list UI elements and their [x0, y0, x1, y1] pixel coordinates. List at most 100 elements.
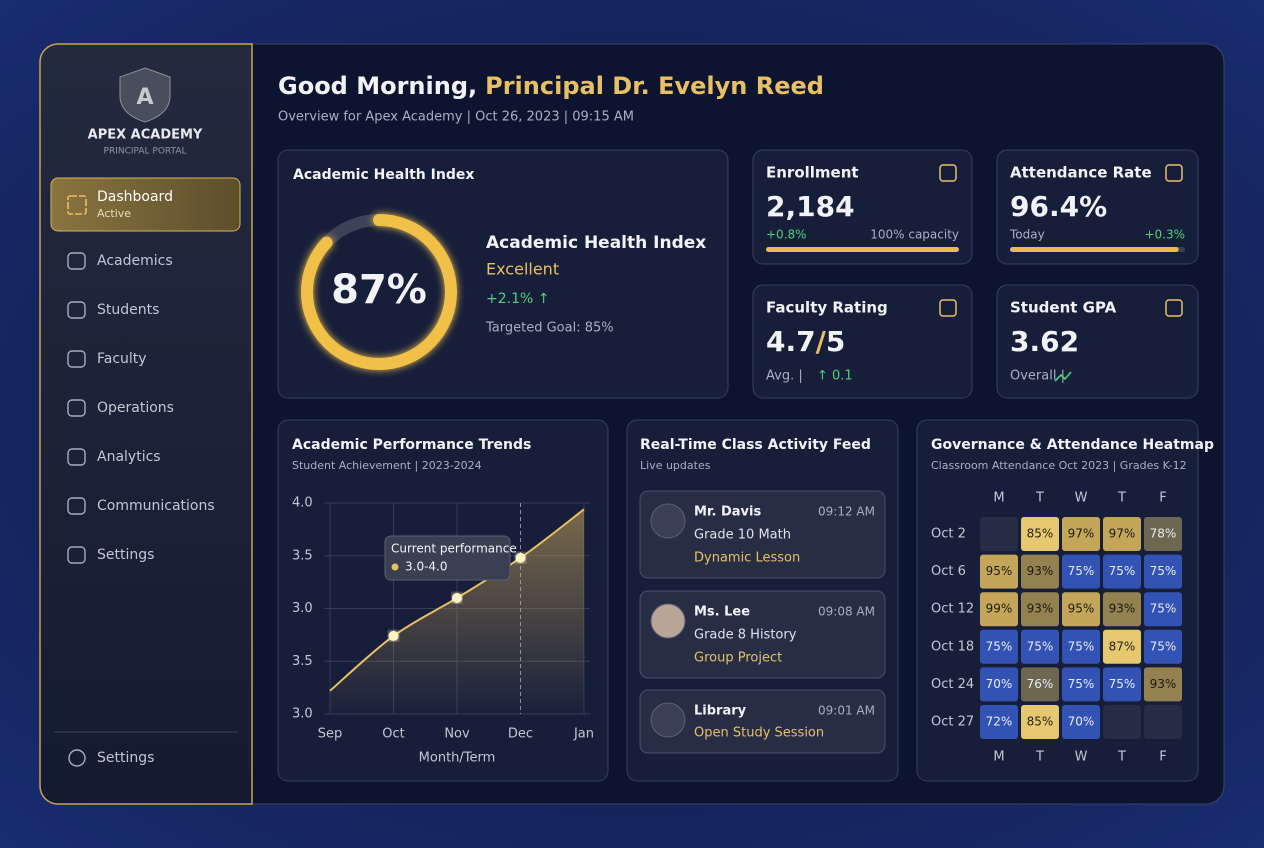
kpi-note: Avg. |	[766, 369, 803, 384]
feed-item[interactable]	[639, 689, 886, 754]
card-subtitle: Live updates	[640, 459, 711, 472]
kpi-title: Student GPA	[1010, 299, 1117, 317]
day-label: T	[1035, 491, 1044, 506]
feed-tag: Group Project	[694, 651, 782, 666]
card-title: Academic Health Index	[293, 167, 474, 183]
kpi-title: Faculty Rating	[766, 299, 888, 317]
row-label: Oct 12	[931, 602, 974, 617]
nav-icon	[67, 252, 86, 270]
nav-label[interactable]: Analytics	[97, 449, 161, 465]
day-label: F	[1159, 750, 1166, 765]
heat-label: 95%	[1068, 602, 1095, 616]
nav-icon	[67, 301, 86, 319]
heat-label: 93%	[1027, 602, 1054, 616]
heat-cell	[1103, 629, 1141, 664]
feed-tag: Open Study Session	[694, 726, 824, 741]
heat-label: 75%	[1027, 639, 1054, 653]
kpi-value: 96.4%	[1010, 190, 1107, 223]
kpi-value: 4.7/5	[766, 325, 845, 358]
row-label: Oct 6	[931, 564, 966, 579]
x-tick-label: Dec	[508, 727, 533, 742]
heat-label: 75%	[1068, 677, 1095, 691]
card-title: Academic Performance Trends	[292, 437, 531, 453]
day-label: T	[1035, 750, 1044, 765]
nav-label[interactable]: Academics	[97, 253, 173, 269]
kpi-slash: /	[816, 325, 827, 358]
tooltip-value: 3.0-4.0	[405, 560, 448, 574]
heat-label: 97%	[1109, 527, 1136, 541]
kpi-note: +0.8%	[766, 228, 807, 242]
heat-label: 93%	[1027, 564, 1054, 578]
heat-label: 75%	[1150, 564, 1177, 578]
row-label: Oct 27	[931, 715, 974, 730]
nav-icon	[67, 350, 86, 368]
nav-label[interactable]: Students	[97, 302, 159, 318]
heat-cell	[1021, 667, 1059, 702]
nav-label: Settings	[97, 750, 154, 766]
heat-label: 76%	[1027, 677, 1054, 691]
trend-point	[388, 630, 399, 641]
health-goal: Targeted Goal: 85%	[485, 321, 614, 336]
card-title: Real-Time Class Activity Feed	[640, 437, 871, 453]
greeting: Good Morning, Principal Dr. Evelyn Reed	[278, 72, 824, 100]
kpi-icon	[1165, 164, 1183, 182]
heat-label: 70%	[986, 677, 1013, 691]
nav-label: Dashboard	[97, 189, 173, 205]
heat-cell	[1144, 667, 1182, 702]
heat-cell	[1103, 554, 1141, 589]
kpi-card	[996, 284, 1199, 399]
nav-icon	[68, 749, 86, 767]
tooltip-title: Current performance	[391, 542, 517, 556]
feed-name: Mr. Davis	[694, 505, 761, 520]
progress-bar	[766, 247, 959, 252]
heat-cell-empty	[1144, 705, 1182, 739]
heat-cell-empty	[980, 517, 1018, 551]
feed-detail: Grade 8 History	[694, 628, 797, 643]
avatar	[650, 702, 686, 738]
heat-cell	[1062, 517, 1100, 551]
heat-label: 85%	[1027, 527, 1054, 541]
feed-name: Library	[694, 704, 747, 719]
kpi-title: Enrollment	[766, 164, 859, 182]
heat-cell	[1144, 629, 1182, 664]
heat-label: 75%	[1068, 639, 1095, 653]
feed-item[interactable]	[639, 490, 886, 579]
y-tick-label: 3.5	[292, 654, 313, 669]
heat-cell	[980, 592, 1018, 627]
day-label: W	[1075, 491, 1088, 506]
trend-icon	[1054, 371, 1072, 382]
nav-label[interactable]: Operations	[97, 400, 174, 416]
nav-label[interactable]: Settings	[97, 547, 154, 563]
row-label: Oct 18	[931, 639, 974, 654]
heat-cell	[1103, 592, 1141, 627]
heat-cell	[980, 667, 1018, 702]
nav-icon	[67, 399, 86, 417]
health-change: +2.1% ↑	[486, 291, 549, 307]
logo-letter: A	[136, 85, 153, 110]
heat-cell	[1021, 554, 1059, 589]
nav-status: Active	[97, 207, 131, 220]
heat-label: 75%	[1109, 677, 1136, 691]
greeting-text: Good Morning,	[278, 72, 477, 100]
kpi-card	[752, 149, 973, 265]
kpi-card	[996, 149, 1199, 265]
x-axis-label: Month/Term	[419, 751, 496, 766]
heat-label: 75%	[1150, 602, 1177, 616]
kpi-note: 100% capacity	[870, 228, 959, 242]
kpi-icon	[939, 164, 957, 182]
kpi-icon	[939, 299, 957, 317]
row-label: Oct 24	[931, 677, 974, 692]
nav-label[interactable]: Faculty	[97, 351, 147, 367]
heat-label: 75%	[986, 639, 1013, 653]
heat-label: 95%	[986, 564, 1013, 578]
health-card	[277, 149, 729, 399]
nav-active[interactable]	[50, 177, 241, 232]
heat-cell	[1144, 517, 1182, 551]
feed-item[interactable]	[639, 590, 886, 679]
day-label: F	[1159, 491, 1166, 506]
nav-label[interactable]: Communications	[97, 498, 215, 514]
heat-label: 72%	[986, 715, 1013, 729]
heat-label: 70%	[1068, 715, 1095, 729]
kpi-note: ↑ 0.1	[817, 369, 853, 384]
